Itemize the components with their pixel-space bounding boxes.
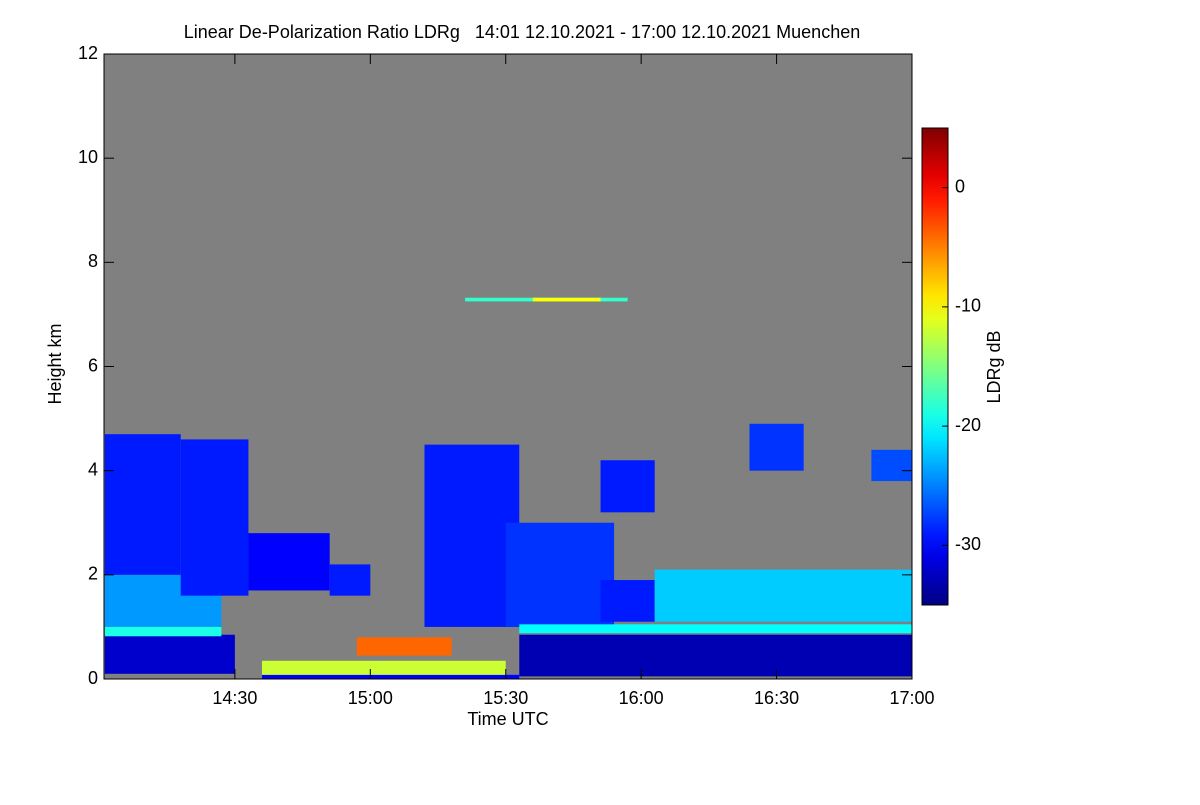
y-tick-label: 0	[88, 668, 98, 688]
y-tick-label: 8	[88, 251, 98, 271]
data-cell	[424, 444, 520, 627]
x-tick-label: 16:30	[754, 688, 799, 708]
colorbar-label: LDRg dB	[984, 330, 1004, 403]
data-cell	[505, 522, 615, 627]
data-cell	[104, 634, 235, 674]
x-tick-label: 16:00	[619, 688, 664, 708]
data-cell	[104, 434, 181, 575]
data-cell	[519, 634, 912, 677]
data-cell	[871, 449, 912, 482]
colorbar-tick-label: -30	[955, 534, 981, 554]
y-axis-label: Height km	[45, 323, 65, 404]
data-cell	[749, 423, 804, 471]
data-cell	[329, 564, 371, 596]
data-cell	[532, 297, 601, 302]
data-cell	[600, 580, 655, 622]
colorbar-tick-label: -20	[955, 415, 981, 435]
data-cell	[261, 674, 520, 679]
y-tick-label: 12	[78, 43, 98, 63]
data-cell	[104, 626, 222, 637]
x-axis-label: Time UTC	[467, 709, 548, 729]
colorbar-tick-label: -10	[955, 296, 981, 316]
data-cell	[261, 660, 506, 675]
colorbar	[921, 127, 949, 606]
y-tick-label: 2	[88, 564, 98, 584]
data-cell	[600, 460, 655, 513]
data-cell	[180, 439, 249, 596]
x-tick-label: 14:30	[212, 688, 257, 708]
data-cell	[654, 569, 912, 622]
data-cell	[356, 637, 452, 656]
x-tick-label: 15:00	[348, 688, 393, 708]
x-tick-label: 17:00	[889, 688, 934, 708]
colorbar-tick-label: 0	[955, 176, 965, 196]
y-tick-label: 6	[88, 355, 98, 375]
chart-title: Linear De-Polarization Ratio LDRg 14:01 …	[184, 22, 860, 42]
y-tick-label: 4	[88, 459, 98, 479]
data-cell	[248, 533, 330, 591]
data-cell	[519, 624, 912, 634]
x-tick-label: 15:30	[483, 688, 528, 708]
y-tick-label: 10	[78, 147, 98, 167]
